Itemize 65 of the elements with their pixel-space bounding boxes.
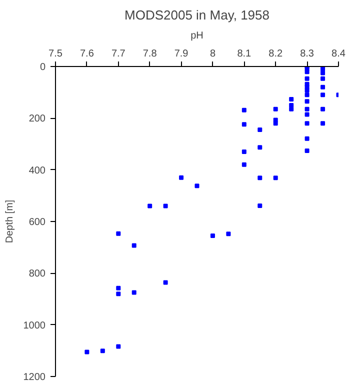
point: [304, 70, 310, 74]
point: [273, 106, 278, 112]
point: [116, 292, 121, 296]
x-tick-label: 7.6: [80, 48, 94, 60]
point: [116, 286, 121, 290]
point: [320, 76, 326, 81]
y-tick-label: 400: [28, 165, 46, 176]
point: [304, 99, 310, 104]
x-tick-label: 8.3: [300, 48, 314, 60]
point: [242, 108, 246, 112]
x-tick-label: 8.1: [237, 48, 252, 60]
point: [304, 76, 310, 81]
point: [226, 232, 231, 236]
point: [258, 203, 262, 208]
point: [289, 106, 294, 112]
x-tick-label: 7.7: [111, 48, 126, 60]
point: [304, 148, 310, 153]
point: [320, 92, 326, 98]
point: [179, 175, 184, 180]
x-tick-label: 8: [210, 48, 216, 60]
y-tick-label: 600: [28, 217, 46, 228]
x-tick-label: 7.8: [142, 48, 158, 60]
point: [258, 128, 262, 132]
point: [304, 106, 310, 112]
point: [242, 162, 246, 167]
point: [304, 136, 310, 141]
point: [242, 122, 246, 127]
point: [320, 121, 326, 126]
point: [258, 145, 262, 150]
point: [194, 184, 200, 188]
x-axis-title: pH: [190, 30, 204, 42]
y-tick-label: 1000: [23, 320, 46, 332]
point: [304, 121, 310, 126]
y-tick-label: 800: [28, 268, 46, 280]
x-tick-label: 7.9: [174, 48, 189, 60]
point: [273, 176, 278, 180]
point: [84, 350, 90, 354]
point: [132, 243, 136, 248]
point: [273, 121, 278, 126]
y-tick-label: 200: [28, 114, 46, 125]
point: [163, 204, 168, 208]
y-tick-label: 1200: [23, 372, 46, 383]
y-tick-label: 0: [40, 62, 46, 73]
point: [304, 92, 310, 98]
x-tick-label: 8.4: [332, 48, 346, 60]
point: [320, 84, 326, 90]
point: [289, 103, 294, 108]
y-axis-title: Depth [m]: [4, 200, 16, 244]
point: [320, 70, 326, 76]
point: [242, 150, 246, 154]
point: [258, 176, 262, 180]
point: [304, 112, 310, 117]
x-tick-label: 7.5: [48, 48, 63, 60]
point: [100, 348, 105, 354]
point: [116, 344, 121, 349]
point: [210, 233, 215, 238]
point: [148, 204, 152, 208]
point: [304, 88, 310, 93]
point: [289, 97, 294, 102]
point: [163, 280, 168, 285]
point: [132, 290, 136, 295]
x-tick-label: 8.2: [268, 48, 283, 60]
chart-title: MODS2005 in May, 1958: [124, 8, 270, 22]
point: [320, 106, 326, 112]
point: [116, 231, 121, 236]
